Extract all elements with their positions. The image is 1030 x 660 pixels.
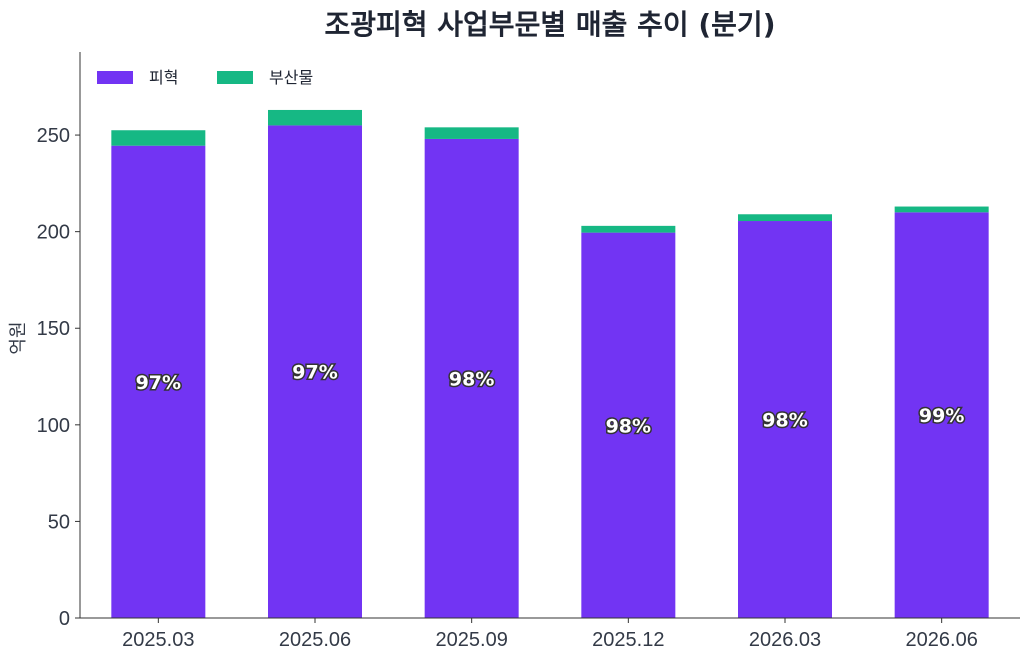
x-tick-label-2025.03: 2025.03: [122, 629, 194, 651]
bar-leather-2026.06: [894, 212, 989, 618]
bar-leather-2025.06: [268, 125, 362, 619]
y-tick-label-250: 250: [37, 125, 70, 147]
bar-leather-2025.12: [581, 232, 676, 619]
chart-title: 조광피혁 사업부문별 매출 추이 (분기): [325, 8, 776, 41]
share-label-2025.12: 98%: [606, 415, 651, 437]
legend: 피혁 부산물: [97, 68, 313, 87]
y-tick-label-200: 200: [37, 222, 70, 244]
bar-leather-2025.03: [111, 145, 206, 618]
share-label-2026.06: 99%: [919, 405, 964, 427]
x-tick-label-2025.12: 2025.12: [592, 629, 664, 651]
y-tick-label-0: 0: [59, 608, 70, 630]
bar-byproduct-2025.12: [581, 225, 676, 233]
y-tick-label-50: 50: [48, 511, 70, 533]
share-label-2025.09: 98%: [449, 368, 494, 390]
bars-group: [111, 109, 989, 619]
y-axis-label: 억원: [8, 321, 29, 354]
x-tick-label-2026.06: 2026.06: [906, 629, 978, 651]
bar-byproduct-2026.03: [738, 214, 832, 222]
axes-group: 2025.03 2025.06 2025.09 2025.12 2026.03 2026.…: [37, 52, 1020, 651]
bar-byproduct-2025.06: [268, 109, 362, 126]
share-label-2026.03: 98%: [762, 410, 807, 432]
share-labels-group: 97% 97% 98% 98% 98% 99%: [134, 360, 966, 439]
bar-byproduct-2025.03: [111, 130, 206, 146]
y-tick-label-150: 150: [37, 318, 70, 340]
share-label-2025.03: 97%: [136, 372, 181, 394]
y-tick-label-100: 100: [37, 415, 70, 437]
bar-leather-2026.03: [738, 221, 832, 619]
legend-label-byproduct: 부산물: [269, 68, 313, 87]
x-tick-label-2025.06: 2025.06: [279, 629, 351, 651]
bar-byproduct-2025.09: [424, 127, 519, 139]
x-tick-label-2025.09: 2025.09: [436, 629, 508, 651]
bar-leather-2025.09: [424, 138, 519, 618]
x-tick-label-2026.03: 2026.03: [749, 629, 821, 651]
legend-swatch-leather: [97, 71, 133, 84]
bar-byproduct-2026.06: [894, 206, 989, 213]
legend-label-leather: 피혁: [149, 68, 178, 87]
legend-swatch-byproduct: [217, 71, 253, 84]
share-label-2025.06: 97%: [292, 362, 337, 384]
